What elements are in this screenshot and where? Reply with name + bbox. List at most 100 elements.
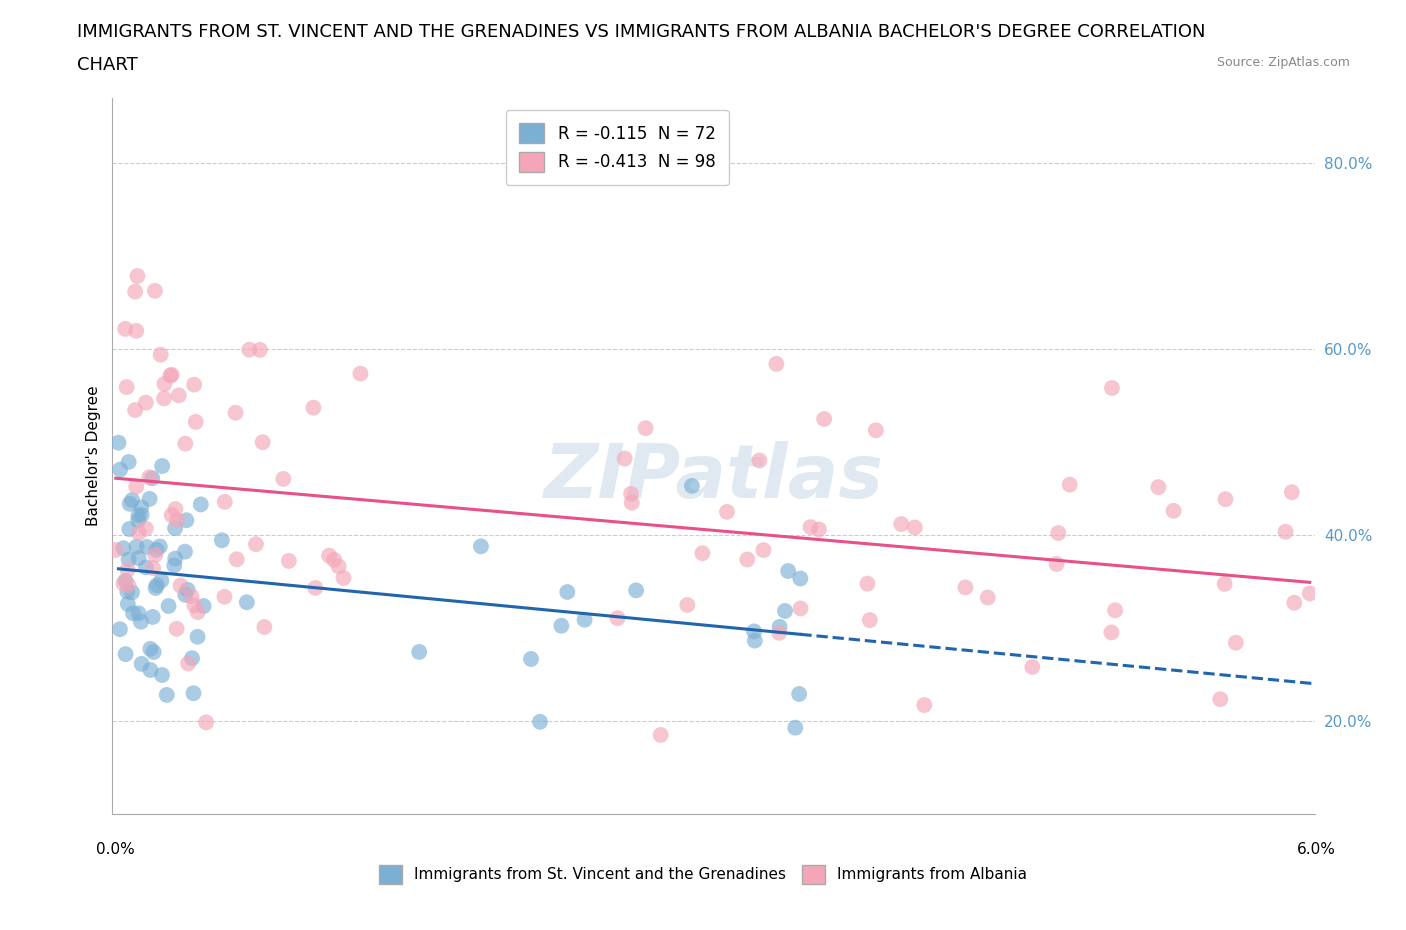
Point (211, 533, 233, 548)
Text: 0.0%: 0.0% (96, 842, 135, 857)
Point (127, 513, 149, 528)
Point (349, 366, 371, 381)
Point (118, 522, 141, 537)
Point (125, 479, 148, 494)
Point (138, 491, 160, 506)
Point (174, 436, 197, 451)
Point (332, 570, 354, 585)
Point (1281, 485, 1303, 499)
Point (135, 560, 157, 575)
Point (159, 368, 181, 383)
Point (117, 552, 139, 567)
Text: ZIPatlas: ZIPatlas (544, 441, 883, 513)
Legend: Immigrants from St. Vincent and the Grenadines, Immigrants from Albania: Immigrants from St. Vincent and the Gren… (373, 859, 1033, 890)
Point (859, 613, 882, 628)
Point (190, 497, 212, 512)
Point (187, 630, 209, 644)
Point (108, 462, 131, 477)
Point (121, 493, 143, 508)
Point (163, 558, 186, 573)
Point (124, 285, 146, 299)
Point (765, 356, 787, 371)
Point (165, 521, 187, 536)
Point (125, 324, 148, 339)
Point (304, 580, 326, 595)
Point (529, 714, 551, 729)
Point (143, 284, 166, 299)
Point (117, 584, 139, 599)
Point (1099, 625, 1122, 640)
Point (676, 598, 699, 613)
Point (117, 596, 139, 611)
Point (145, 580, 167, 595)
Point (169, 578, 191, 593)
Point (112, 541, 135, 556)
Point (650, 727, 672, 742)
Point (114, 646, 136, 661)
Text: Source: ZipAtlas.com: Source: ZipAtlas.com (1216, 56, 1350, 69)
Point (107, 435, 129, 450)
Point (785, 720, 807, 735)
Point (620, 495, 643, 510)
Point (143, 548, 166, 563)
Point (104, 542, 127, 557)
Point (142, 609, 165, 624)
Point (225, 405, 247, 420)
Point (117, 563, 139, 578)
Point (742, 624, 765, 639)
Point (214, 495, 236, 510)
Point (1209, 692, 1232, 707)
Point (167, 388, 190, 403)
Point (890, 517, 912, 532)
Point (181, 651, 204, 666)
Point (118, 497, 141, 512)
Point (1274, 525, 1296, 539)
Point (778, 564, 800, 578)
Y-axis label: Bachelor's Degree: Bachelor's Degree (86, 385, 101, 526)
Point (1047, 525, 1070, 540)
Point (768, 625, 790, 640)
Point (145, 542, 167, 557)
Point (955, 580, 977, 595)
Point (620, 486, 643, 501)
Point (174, 588, 197, 603)
Point (156, 687, 179, 702)
Point (865, 423, 887, 438)
Point (127, 508, 149, 523)
Point (328, 559, 350, 574)
Point (273, 472, 295, 486)
Point (813, 412, 835, 427)
Point (1059, 477, 1081, 492)
Point (131, 508, 153, 523)
Point (131, 657, 153, 671)
Point (174, 544, 197, 559)
Point (692, 546, 714, 561)
Point (225, 551, 247, 566)
Point (166, 621, 188, 636)
Point (131, 500, 153, 515)
Point (183, 598, 205, 613)
Point (142, 561, 165, 576)
Point (114, 322, 136, 337)
Point (249, 342, 271, 357)
Point (177, 656, 200, 671)
Point (574, 612, 596, 627)
Point (160, 367, 183, 382)
Point (1021, 659, 1043, 674)
Legend: R = -0.115  N = 72, R = -0.413  N = 98: R = -0.115 N = 72, R = -0.413 N = 98 (506, 110, 728, 185)
Point (634, 420, 657, 435)
Point (807, 522, 830, 537)
Point (606, 611, 628, 626)
Point (142, 644, 165, 659)
Point (183, 378, 205, 392)
Point (121, 585, 143, 600)
Point (122, 605, 145, 620)
Text: IMMIGRANTS FROM ST. VINCENT AND THE GRENADINES VS IMMIGRANTS FROM ALBANIA BACHEL: IMMIGRANTS FROM ST. VINCENT AND THE GREN… (77, 23, 1206, 41)
Point (127, 269, 149, 284)
Point (128, 551, 150, 565)
Point (787, 686, 810, 701)
Point (184, 415, 207, 430)
Point (108, 622, 131, 637)
Point (153, 377, 176, 392)
Point (180, 589, 202, 604)
